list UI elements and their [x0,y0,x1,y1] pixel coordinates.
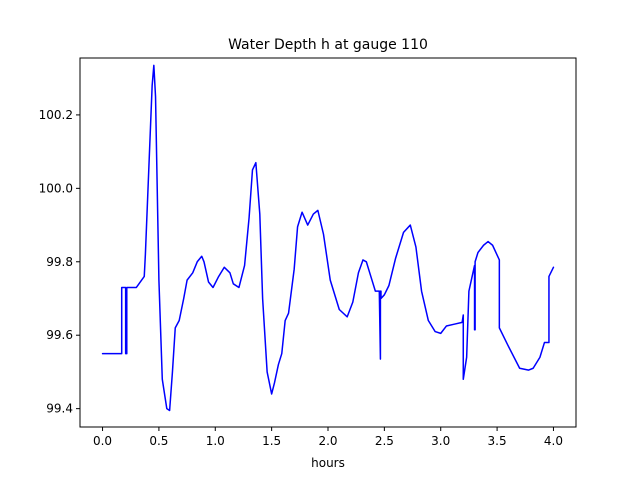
x-tick-label: 2.0 [318,434,337,448]
plot-area: 0.0 0.5 1.0 1.5 2.0 2.5 3.0 3.5 4.0 99.4 99.6 99.8… [39,57,577,448]
axes-background [80,58,576,427]
y-tick-label: 100.2 [39,108,73,122]
y-tick-label: 99.6 [46,328,73,342]
x-tick-label: 3.0 [431,434,450,448]
y-axis: 99.4 99.6 99.8 100.0 100.2 [39,108,80,416]
x-tick-label: 1.5 [262,434,281,448]
y-tick-label: 99.8 [46,255,73,269]
y-tick-label: 99.4 [46,402,73,416]
x-tick-label: 0.0 [93,434,112,448]
x-tick-label: 4.0 [544,434,563,448]
y-tick-label: 100.0 [39,181,73,195]
x-tick-label: 3.5 [488,434,507,448]
x-tick-label: 0.5 [149,434,168,448]
chart-title: Water Depth h at gauge 110 [228,37,428,53]
x-tick-label: 2.5 [375,434,394,448]
series-layer [101,64,555,412]
series-line-0 [101,64,555,412]
x-axis: 0.0 0.5 1.0 1.5 2.0 2.5 3.0 3.5 4.0 [93,427,563,448]
x-axis-label: hours [311,456,345,470]
x-tick-label: 1.0 [206,434,225,448]
